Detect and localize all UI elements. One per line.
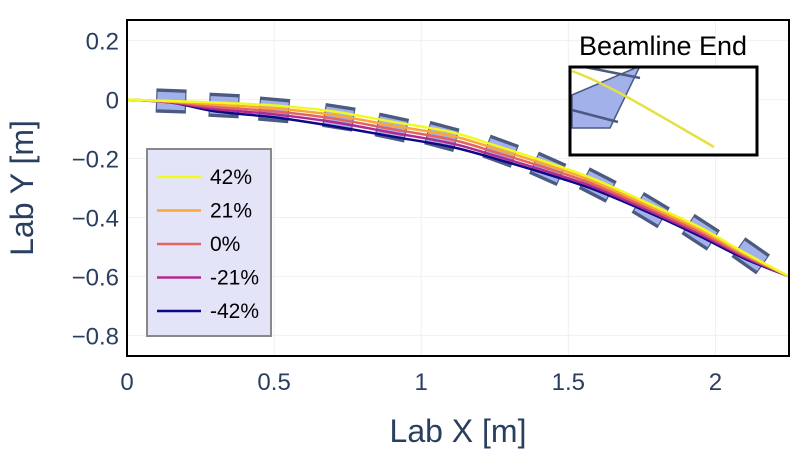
y-tick-label: −0.2: [72, 147, 119, 174]
series-line-0%: [126, 98, 790, 278]
y-axis-title: Lab Y [m]: [4, 120, 40, 256]
x-axis-ticks: 0 0.5 1 1.5 2: [120, 369, 722, 396]
inset-element-edge-bottom: [571, 108, 619, 124]
y-tick-label: 0.2: [86, 29, 119, 56]
element-edge-top: [743, 238, 770, 257]
element-edge-bottom: [732, 254, 758, 274]
series-line-42%: [126, 98, 790, 278]
element-edge-bottom: [529, 170, 558, 186]
element-edge-top: [260, 97, 290, 103]
element-edge-top: [156, 89, 187, 93]
legend-label: 21%: [210, 200, 252, 223]
x-tick-label: 1: [415, 369, 428, 396]
element-edge-top: [325, 103, 355, 111]
element-edge-bottom: [632, 210, 659, 228]
x-axis-title: Lab X [m]: [390, 413, 527, 449]
element-edge-bottom: [579, 186, 607, 202]
y-tick-label: −0.8: [72, 323, 119, 350]
series-line--42%: [126, 98, 790, 278]
element-edge-bottom: [258, 117, 288, 123]
y-tick-label: −0.4: [72, 205, 119, 232]
element-edge-top: [642, 192, 669, 211]
inset-title: Beamline End: [579, 31, 747, 61]
element-edge-top: [588, 168, 616, 184]
series-line-21%: [126, 98, 790, 278]
x-tick-label: 2: [709, 369, 722, 396]
inset-trajectory: [571, 69, 715, 149]
legend-label: 42%: [210, 166, 252, 189]
inset-frame: [568, 65, 759, 157]
inset-element-edge-top: [584, 67, 641, 80]
element-edge-bottom: [156, 109, 186, 113]
x-tick-label: 0.5: [257, 369, 290, 396]
inset-zoom: Beamline End: [568, 31, 759, 157]
element-edge-top: [379, 113, 409, 123]
legend-box: [146, 148, 272, 337]
legend-label: -42%: [210, 300, 259, 323]
trajectory-series: [126, 98, 790, 278]
element-edge-top: [538, 152, 566, 167]
element-edge-top: [490, 135, 519, 148]
element-edge-bottom: [682, 231, 709, 250]
x-tick-label: 0: [120, 369, 133, 396]
legend: 42% 21% 0% -21% -42%: [146, 148, 272, 337]
element-edge-top: [430, 121, 459, 132]
plot-frame: [126, 19, 790, 357]
series-line--21%: [126, 98, 790, 278]
element-edge-top: [693, 214, 720, 233]
element-edge-bottom: [209, 113, 239, 118]
legend-label: 0%: [210, 233, 240, 256]
inset-beamline-element: [571, 67, 641, 129]
x-tick-label: 1.5: [552, 369, 585, 396]
legend-label: -21%: [210, 267, 259, 290]
element-edge-top: [210, 93, 240, 98]
y-tick-label: 0: [106, 88, 119, 115]
y-axis-ticks: 0.2 0 −0.2 −0.4 −0.6 −0.8: [72, 29, 119, 351]
y-tick-label: −0.6: [72, 264, 119, 291]
inset-content: [571, 67, 715, 149]
